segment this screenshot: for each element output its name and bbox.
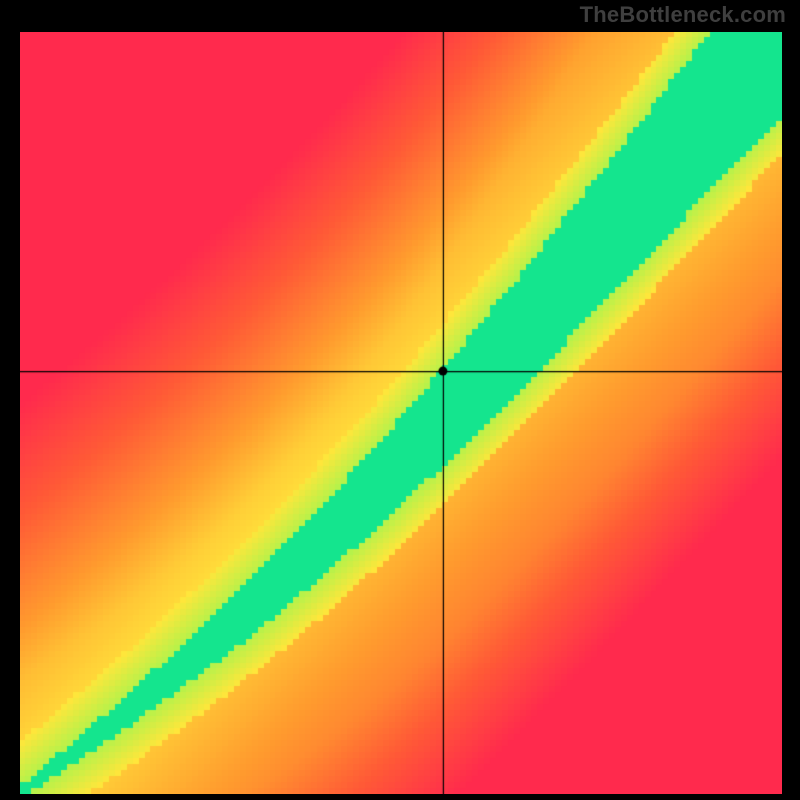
bottleneck-heatmap <box>20 32 782 794</box>
watermark-text: TheBottleneck.com <box>580 2 786 28</box>
